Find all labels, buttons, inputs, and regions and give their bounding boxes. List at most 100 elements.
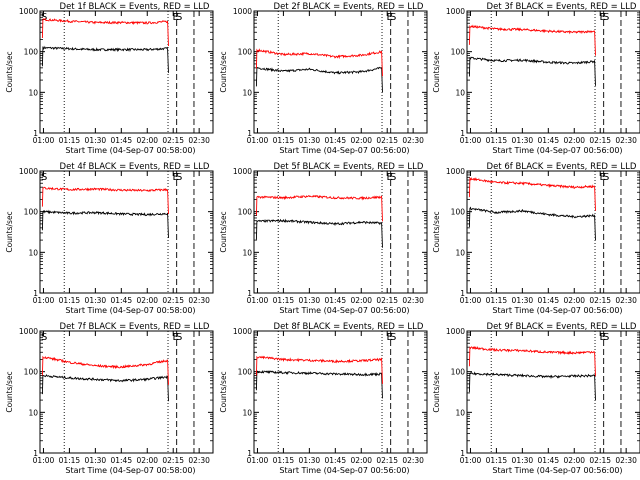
series-events-line [41, 209, 169, 239]
x-axis-label: Start Time (04-Sep-07 00:56:00) [279, 306, 409, 315]
x-tick-label: 01:45 [324, 456, 346, 465]
x-tick-label: 01:30 [85, 456, 107, 465]
x-tick-label: 01:15 [486, 136, 508, 145]
x-axis-label: Start Time (04-Sep-07 00:56:00) [492, 466, 622, 475]
x-tick-label: 02:15 [376, 456, 398, 465]
x-tick-label: 01:15 [59, 136, 81, 145]
y-tick-label: 1 [460, 289, 465, 298]
y-axis-label: Counts/sec [432, 371, 441, 412]
x-tick-label: 02:00 [136, 136, 158, 145]
x-tick-label: 02:30 [402, 136, 424, 145]
x-tick-label: 02:15 [376, 296, 398, 305]
detector-panel-4: Det 4f BLACK = Events, RED = LLD Counts/s… [5, 162, 214, 315]
event-marker-s: S [390, 172, 396, 183]
y-axis-label: Counts/sec [5, 371, 14, 412]
y-tick-label: 1 [33, 129, 38, 138]
y-tick-label: 1000 [446, 167, 465, 176]
x-tick-label: 01:30 [85, 136, 107, 145]
event-marker-s: S [176, 172, 182, 183]
x-tick-label: 02:30 [402, 296, 424, 305]
x-tick-label: 02:30 [615, 136, 637, 145]
x-tick-label: 01:15 [59, 296, 81, 305]
x-tick-label: 02:15 [589, 456, 611, 465]
plot-frame [39, 170, 214, 294]
x-tick-label: 01:45 [110, 136, 132, 145]
x-axis-label: Start Time (04-Sep-07 00:58:00) [65, 146, 195, 155]
series-events-line [255, 218, 383, 248]
detector-panel-1: Det 1f BLACK = Events, RED = LLD Counts/s… [5, 2, 214, 155]
series-lld-line [468, 24, 596, 56]
x-tick-label: 02:30 [188, 456, 210, 465]
y-tick-label: 100 [238, 48, 253, 57]
series-lld-line [41, 186, 169, 215]
x-tick-label: 01:00 [247, 136, 269, 145]
x-tick-label: 02:00 [350, 296, 372, 305]
x-tick-label: 02:15 [589, 136, 611, 145]
x-tick-label: 01:00 [247, 296, 269, 305]
y-tick-label: 1 [247, 449, 252, 458]
x-axis-label: Start Time (04-Sep-07 00:56:00) [279, 146, 409, 155]
x-tick-label: 01:15 [273, 456, 295, 465]
detector-panel-2: Det 2f BLACK = Events, RED = LLD Counts/s… [219, 2, 428, 155]
series-lld-line [468, 346, 596, 377]
y-tick-label: 1 [33, 289, 38, 298]
x-tick-label: 02:30 [402, 456, 424, 465]
y-axis-label: Counts/sec [5, 51, 14, 92]
panel-title: Det 4f BLACK = Events, RED = LLD [60, 162, 210, 172]
x-tick-label: 01:30 [512, 296, 534, 305]
y-tick-label: 10 [242, 408, 252, 417]
event-marker-e: E [386, 172, 392, 183]
y-tick-label: 1 [247, 129, 252, 138]
x-axis-label: Start Time (04-Sep-07 00:56:00) [492, 306, 622, 315]
event-marker-e: E [599, 12, 605, 23]
x-tick-label: 01:15 [486, 456, 508, 465]
series-lld-line [41, 355, 169, 385]
x-tick-label: 02:15 [162, 136, 184, 145]
y-tick-label: 10 [28, 408, 38, 417]
series-lld-line [255, 355, 383, 384]
y-tick-label: 10 [455, 408, 465, 417]
series-events-line [255, 66, 383, 93]
y-tick-label: 10 [242, 88, 252, 97]
panel-title: Det 3f BLACK = Events, RED = LLD [487, 2, 637, 12]
y-tick-label: 100 [24, 48, 39, 57]
event-marker-s: S [390, 332, 396, 343]
y-tick-label: 1000 [446, 327, 465, 336]
y-tick-label: 1000 [19, 327, 38, 336]
x-tick-label: 01:45 [110, 296, 132, 305]
y-tick-label: 100 [451, 368, 466, 377]
series-events-line [41, 374, 169, 402]
plot-frame [253, 330, 428, 454]
x-tick-label: 01:30 [299, 296, 321, 305]
event-marker-s: S [603, 12, 609, 23]
x-axis-label: Start Time (04-Sep-07 00:56:00) [492, 146, 622, 155]
event-marker-s: S [41, 172, 47, 183]
x-tick-label: 02:30 [615, 296, 637, 305]
y-tick-label: 1000 [233, 167, 252, 176]
x-tick-label: 01:00 [460, 296, 482, 305]
x-tick-label: 01:30 [299, 136, 321, 145]
x-tick-label: 01:45 [324, 136, 346, 145]
plot-frame [466, 10, 640, 134]
y-tick-label: 10 [28, 88, 38, 97]
y-tick-label: 1000 [19, 167, 38, 176]
y-tick-label: 100 [24, 208, 39, 217]
detector-panel-3: Det 3f BLACK = Events, RED = LLD Counts/s… [432, 2, 640, 155]
x-tick-label: 01:00 [33, 296, 55, 305]
event-marker-e: E [172, 172, 178, 183]
detector-panel-6: Det 6f BLACK = Events, RED = LLD Counts/s… [432, 162, 640, 315]
event-marker-s: S [603, 172, 609, 183]
x-tick-label: 01:00 [33, 136, 55, 145]
y-tick-label: 10 [242, 248, 252, 257]
event-marker-s: S [41, 332, 47, 343]
event-marker-s: S [390, 12, 396, 23]
x-tick-label: 01:30 [85, 296, 107, 305]
series-events-line [468, 56, 596, 86]
x-tick-label: 01:30 [299, 456, 321, 465]
x-tick-label: 01:45 [537, 296, 559, 305]
y-axis-label: Counts/sec [432, 211, 441, 252]
event-marker-s: S [41, 12, 47, 23]
series-lld-line [468, 176, 596, 211]
x-tick-label: 02:30 [188, 136, 210, 145]
